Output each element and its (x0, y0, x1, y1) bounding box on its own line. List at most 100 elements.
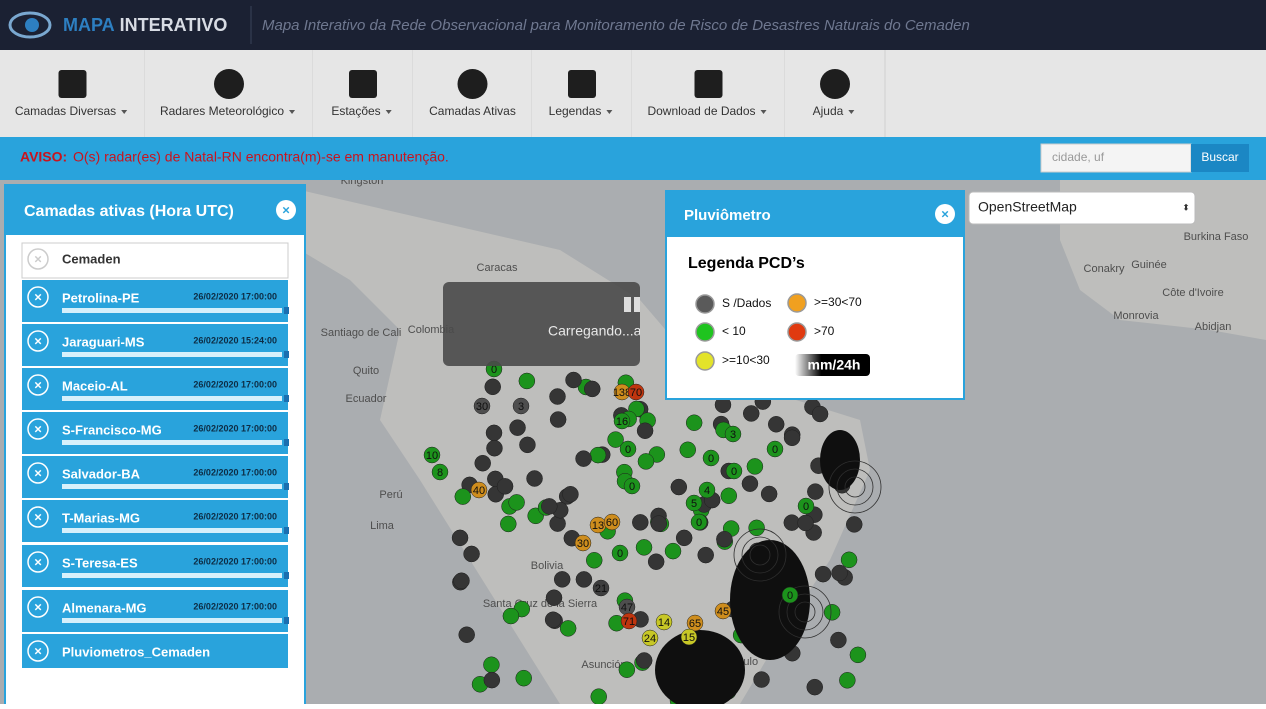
place-label: Perú (379, 489, 402, 501)
close-icon: × (282, 202, 290, 217)
caret (606, 110, 613, 114)
station (463, 545, 480, 563)
layer-item[interactable]: × Pluviometros_Cemaden (22, 634, 288, 668)
station (720, 487, 738, 505)
layer-item[interactable]: × S-Teresa-ES 26/02/2020 17:00:00 (22, 545, 289, 587)
place-label: Caracas (477, 262, 518, 274)
close-button[interactable] (935, 204, 955, 224)
remove-icon: × (34, 421, 42, 436)
opacity-slider[interactable] (62, 573, 282, 578)
station (840, 551, 858, 569)
place-label: Conakry (1084, 263, 1125, 275)
station-value: 70 (630, 387, 642, 399)
remove-button[interactable] (27, 418, 49, 440)
station-marker (680, 628, 698, 646)
layer-item[interactable]: × Jaraguari-MS 26/02/2020 15:24:00 (22, 324, 289, 366)
legend-swatch (695, 351, 715, 371)
layer-item-bg[interactable] (22, 500, 288, 542)
slider-handle[interactable] (284, 307, 289, 314)
search-input[interactable] (1040, 143, 1192, 173)
opacity-slider[interactable] (62, 440, 282, 445)
remove-button[interactable] (27, 286, 49, 308)
station (845, 516, 863, 533)
opacity-slider[interactable] (62, 528, 282, 533)
station-value: 10 (426, 450, 438, 462)
remove-button[interactable] (27, 330, 49, 352)
remove-button[interactable] (27, 462, 49, 484)
station-value: 47 (621, 602, 633, 614)
layer-item-bg[interactable] (22, 412, 288, 454)
layer-item-bg[interactable] (22, 324, 288, 366)
radar-ring (741, 536, 779, 574)
legend-swatch (695, 294, 715, 314)
layer-item[interactable]: × Maceio-AL 26/02/2020 17:00:00 (22, 368, 289, 410)
station-marker (512, 397, 530, 415)
place-label: Quito (353, 365, 379, 377)
remove-button[interactable] (27, 551, 49, 573)
station-marker (423, 446, 441, 464)
layer-item-bg[interactable] (21, 242, 289, 279)
remove-button[interactable] (27, 596, 49, 618)
station-marker (603, 513, 621, 531)
remove-button[interactable] (27, 248, 49, 270)
slider-handle[interactable] (284, 351, 289, 358)
station-marker (725, 462, 743, 480)
logo (8, 11, 52, 39)
legend-label: < 10 (722, 324, 746, 338)
remove-button[interactable] (27, 374, 49, 396)
slider-handle[interactable] (284, 439, 289, 446)
slider-handle[interactable] (284, 527, 289, 534)
layer-item-bg[interactable] (22, 590, 288, 632)
layer-item-bg[interactable] (22, 280, 288, 322)
slider-handle[interactable] (284, 483, 289, 490)
toolbar-label: Legendas (549, 104, 602, 118)
station-value: 0 (491, 364, 497, 376)
icon-shape (694, 70, 723, 98)
station (748, 519, 765, 537)
layer-item[interactable]: × T-Marias-MG 26/02/2020 17:00:00 (22, 500, 289, 542)
layer-item-bg[interactable] (22, 368, 288, 410)
opacity-slider[interactable] (62, 352, 282, 357)
legend-swatch (695, 322, 715, 342)
opacity-slider[interactable] (62, 396, 282, 401)
remove-button[interactable] (27, 640, 49, 662)
slider-handle[interactable] (284, 572, 289, 579)
station (509, 419, 526, 436)
caret (760, 110, 767, 114)
layer-item[interactable]: × Petrolina-PE 26/02/2020 17:00:00 (22, 280, 289, 322)
slider-handle[interactable] (284, 395, 289, 402)
layer-item-bg[interactable] (22, 634, 288, 668)
opacity-slider[interactable] (62, 308, 282, 313)
station (500, 515, 517, 533)
toolbar-label: Camadas Diversas (15, 104, 116, 118)
layer-item[interactable]: × Cemaden (21, 242, 289, 279)
layer-item[interactable]: × Salvador-BA 26/02/2020 17:00:00 (22, 456, 289, 498)
station (635, 652, 653, 669)
station (664, 542, 682, 560)
legend-label: >70 (814, 324, 835, 338)
search-button[interactable] (1191, 144, 1249, 172)
legend-swatch (787, 293, 807, 313)
slider-handle[interactable] (284, 617, 289, 624)
station (679, 441, 697, 459)
station-marker (627, 383, 645, 401)
layer-item[interactable]: × S-Francisco-MG 26/02/2020 17:00:00 (22, 412, 289, 454)
layer-item-bg[interactable] (22, 456, 288, 498)
station (559, 620, 577, 637)
layer-name: Jaraguari-MS (62, 334, 145, 349)
unit-badge (795, 354, 870, 376)
opacity-slider[interactable] (62, 618, 282, 623)
station (544, 611, 562, 628)
close-button[interactable] (276, 200, 296, 220)
remove-button[interactable] (27, 506, 49, 528)
station (553, 571, 571, 588)
layer-item[interactable]: × Almenara-MG 26/02/2020 17:00:00 (22, 590, 289, 632)
panel-title: Camadas ativas (Hora UTC) (24, 203, 234, 220)
opacity-slider[interactable] (62, 484, 282, 489)
basemap-select[interactable] (968, 191, 1196, 225)
station (575, 450, 592, 467)
layer-time: 26/02/2020 17:00:00 (193, 556, 277, 566)
spinner (634, 297, 640, 312)
layer-item-bg[interactable] (22, 545, 288, 587)
